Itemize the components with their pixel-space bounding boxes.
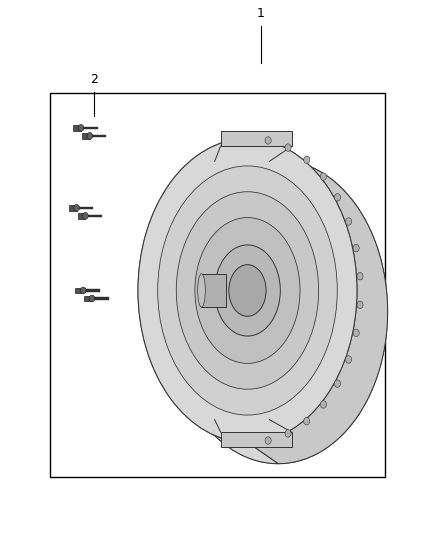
Circle shape [335, 193, 341, 201]
Bar [201, 274, 226, 307]
Circle shape [89, 295, 95, 302]
Ellipse shape [195, 217, 300, 364]
Circle shape [353, 244, 359, 252]
Circle shape [357, 272, 363, 280]
Bar [83, 289, 100, 292]
Bar [221, 432, 292, 447]
Ellipse shape [229, 265, 266, 316]
Ellipse shape [169, 160, 388, 464]
Bar [50, 93, 385, 477]
Circle shape [335, 380, 341, 387]
Bar [73, 125, 81, 131]
Circle shape [346, 218, 352, 225]
Circle shape [265, 137, 271, 144]
Ellipse shape [215, 245, 280, 336]
Bar [90, 135, 106, 137]
Circle shape [346, 356, 352, 363]
Circle shape [304, 156, 310, 164]
Polygon shape [138, 139, 278, 464]
Circle shape [285, 144, 291, 151]
Circle shape [87, 133, 92, 140]
Bar [82, 133, 90, 139]
Circle shape [82, 213, 88, 220]
Ellipse shape [158, 166, 337, 415]
Circle shape [285, 430, 291, 437]
Bar [75, 288, 83, 293]
Bar [81, 127, 98, 129]
Ellipse shape [138, 139, 357, 442]
Bar [85, 215, 102, 217]
Bar [69, 205, 77, 211]
Circle shape [78, 125, 84, 132]
Circle shape [320, 173, 326, 180]
Circle shape [265, 437, 271, 444]
Bar [77, 207, 93, 209]
Circle shape [304, 417, 310, 425]
Bar [221, 131, 292, 146]
Circle shape [320, 401, 326, 408]
Circle shape [74, 205, 79, 211]
Ellipse shape [198, 274, 205, 307]
Circle shape [81, 287, 86, 294]
Polygon shape [247, 139, 388, 464]
Bar [84, 296, 92, 301]
Circle shape [353, 329, 359, 337]
Ellipse shape [176, 192, 318, 389]
Text: 1: 1 [257, 7, 265, 20]
Bar [92, 297, 109, 300]
Bar [78, 213, 85, 219]
Circle shape [357, 301, 363, 309]
Text: 2: 2 [90, 74, 98, 86]
